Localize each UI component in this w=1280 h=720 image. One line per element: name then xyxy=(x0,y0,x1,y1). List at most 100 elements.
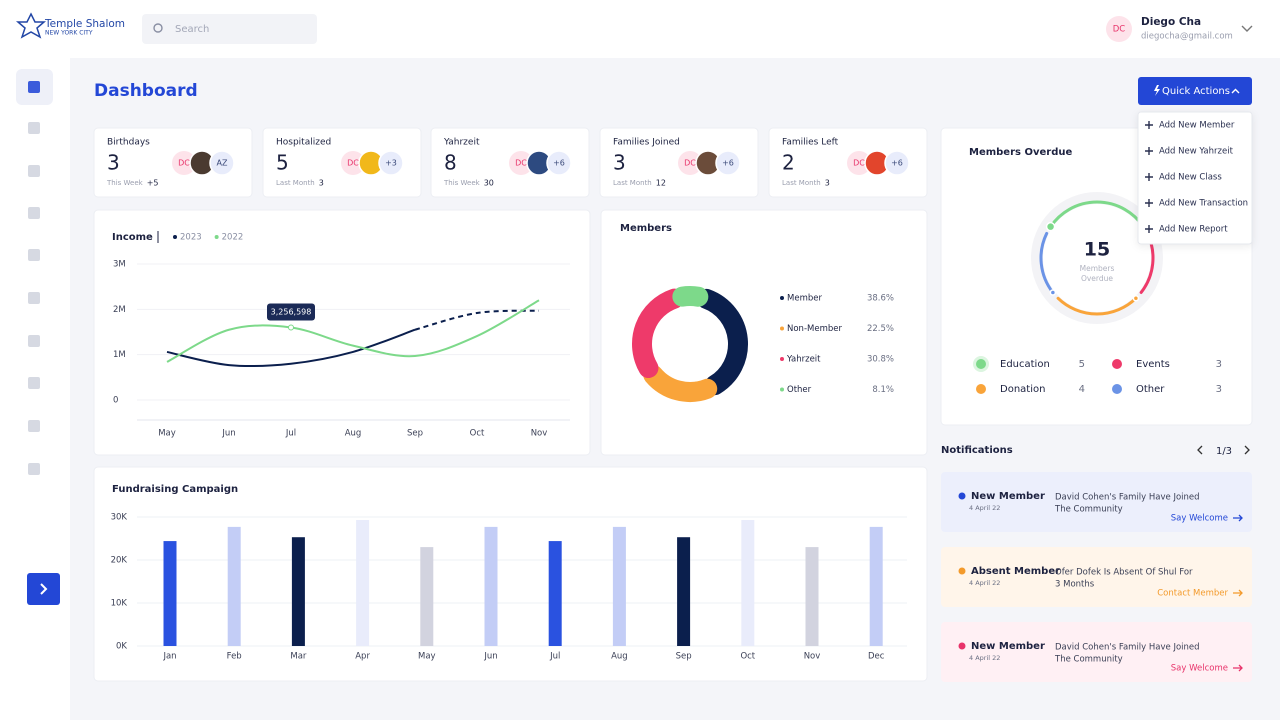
stat-value: 3 xyxy=(107,151,120,175)
gauge-dot xyxy=(1132,295,1140,302)
notification-card xyxy=(941,547,1252,607)
sidebar-icon[interactable] xyxy=(28,249,40,261)
stat-period: Last Month xyxy=(782,179,821,187)
user-menu-chevron[interactable] xyxy=(1241,25,1253,32)
bar xyxy=(869,526,883,646)
user-email: diegocha@gmail.com xyxy=(1141,32,1233,42)
sidebar-icon[interactable] xyxy=(28,335,40,347)
line-series xyxy=(414,309,540,331)
chart-title: Members Overdue xyxy=(969,147,1072,158)
user-name: Diego Cha xyxy=(1141,16,1201,28)
avatar-more: +6 xyxy=(891,159,903,168)
legend-value: 3 xyxy=(1216,384,1222,395)
gauge-label: Overdue xyxy=(1081,274,1113,283)
gauge-label: Members xyxy=(1080,264,1115,273)
y-tick-label: 2M xyxy=(113,305,126,315)
legend-swatch xyxy=(780,357,784,361)
avatar xyxy=(509,151,533,175)
value-label: 8.1% xyxy=(872,385,894,395)
sidebar-icon[interactable] xyxy=(28,463,40,475)
y-tick-label: 0 xyxy=(113,396,118,406)
sidebar-icon[interactable] xyxy=(28,122,40,134)
notification-dot xyxy=(958,642,966,650)
pager-prev[interactable] xyxy=(1197,445,1203,455)
x-tick-label: May xyxy=(418,652,436,662)
bar xyxy=(612,526,626,646)
search-icon xyxy=(153,23,163,33)
stat-change: 12 xyxy=(656,179,666,188)
notification-message: 3 Months xyxy=(1055,580,1095,590)
y-tick-label: 3M xyxy=(113,260,126,270)
x-tick-label: Jul xyxy=(285,429,296,439)
menu-item[interactable]: Add New Report xyxy=(1159,225,1228,235)
avatar xyxy=(678,151,702,175)
avatar-initials: DC xyxy=(853,159,865,168)
legend-label: 2022 xyxy=(222,233,244,243)
x-tick-label: Jun xyxy=(483,652,497,662)
notification-card xyxy=(941,622,1252,682)
legend-value: 4 xyxy=(1079,384,1085,395)
chevron-up xyxy=(1231,88,1240,94)
legend-value: 3 xyxy=(1216,359,1222,370)
sidebar-icon[interactable] xyxy=(28,207,40,219)
x-tick-label: Mar xyxy=(290,652,307,662)
legend-label: Member xyxy=(787,294,822,304)
legend-label: Events xyxy=(1136,359,1170,370)
notification-date: 4 April 22 xyxy=(969,504,1000,512)
sidebar-icon[interactable] xyxy=(28,420,40,432)
value-label: 38.6% xyxy=(867,294,894,304)
sidebar-icon[interactable] xyxy=(28,81,40,93)
quick-actions-menu xyxy=(1137,111,1253,245)
notification-card xyxy=(941,472,1252,532)
sidebar-expand-button[interactable] xyxy=(27,573,60,605)
sidebar-icon[interactable] xyxy=(28,377,40,389)
legend-swatch xyxy=(214,235,219,239)
gauge-track xyxy=(1031,192,1163,324)
gauge-segment xyxy=(1049,200,1145,229)
menu-item[interactable]: Add New Member xyxy=(1159,121,1235,131)
stat-value: 2 xyxy=(782,151,795,175)
donut-segment xyxy=(643,364,718,402)
stat-value: 3 xyxy=(613,151,626,175)
stat-change: 3 xyxy=(825,179,830,188)
y-tick-label: 20K xyxy=(111,556,128,566)
pager-next[interactable] xyxy=(1244,445,1250,455)
notification-action[interactable]: Contact Member xyxy=(1157,589,1228,599)
menu-item[interactable]: Add New Class xyxy=(1159,173,1222,183)
legend-value: 5 xyxy=(1079,359,1085,370)
user-initials: DC xyxy=(1113,25,1126,35)
stat-change: 3 xyxy=(319,179,324,188)
value-label: 22.5% xyxy=(867,324,894,334)
search-box[interactable] xyxy=(142,14,317,44)
stat-label: Families Joined xyxy=(613,138,680,148)
notification-message: David Cohen's Family Have Joined xyxy=(1055,493,1200,503)
notification-action[interactable]: Say Welcome xyxy=(1171,514,1228,524)
legend-swatch xyxy=(780,296,784,300)
expand-arrow xyxy=(40,583,48,595)
y-tick-label: 1M xyxy=(113,350,126,360)
x-tick-label: Jun xyxy=(221,429,235,439)
avatar-more: +6 xyxy=(553,159,565,168)
x-tick-label: Aug xyxy=(345,429,362,439)
menu-item[interactable]: Add New Transaction xyxy=(1159,199,1248,209)
gauge-total: 15 xyxy=(1084,239,1110,261)
sidebar-icon[interactable] xyxy=(28,292,40,304)
donut-segment xyxy=(632,288,685,379)
quick-actions-button[interactable] xyxy=(1138,77,1252,105)
notification-date: 4 April 22 xyxy=(969,579,1000,587)
x-tick-label: Nov xyxy=(804,652,821,662)
menu-item[interactable]: Add New Yahrzeit xyxy=(1159,147,1234,157)
stat-period: Last Month xyxy=(613,179,652,187)
action-arrow xyxy=(1233,514,1243,522)
legend-label: Yahrzeit xyxy=(786,355,821,365)
legend-swatch xyxy=(1112,384,1122,394)
legend-swatch xyxy=(976,384,986,394)
notification-action[interactable]: Say Welcome xyxy=(1171,664,1228,674)
value-label: 30.8% xyxy=(867,355,894,365)
legend-swatch xyxy=(780,326,784,331)
avatar xyxy=(884,150,910,176)
quick-actions-label: Quick Actions xyxy=(1162,86,1230,97)
notification-message: The Community xyxy=(1054,505,1123,515)
sidebar-icon[interactable] xyxy=(28,165,40,177)
stat-label: Hospitalized xyxy=(276,138,331,148)
